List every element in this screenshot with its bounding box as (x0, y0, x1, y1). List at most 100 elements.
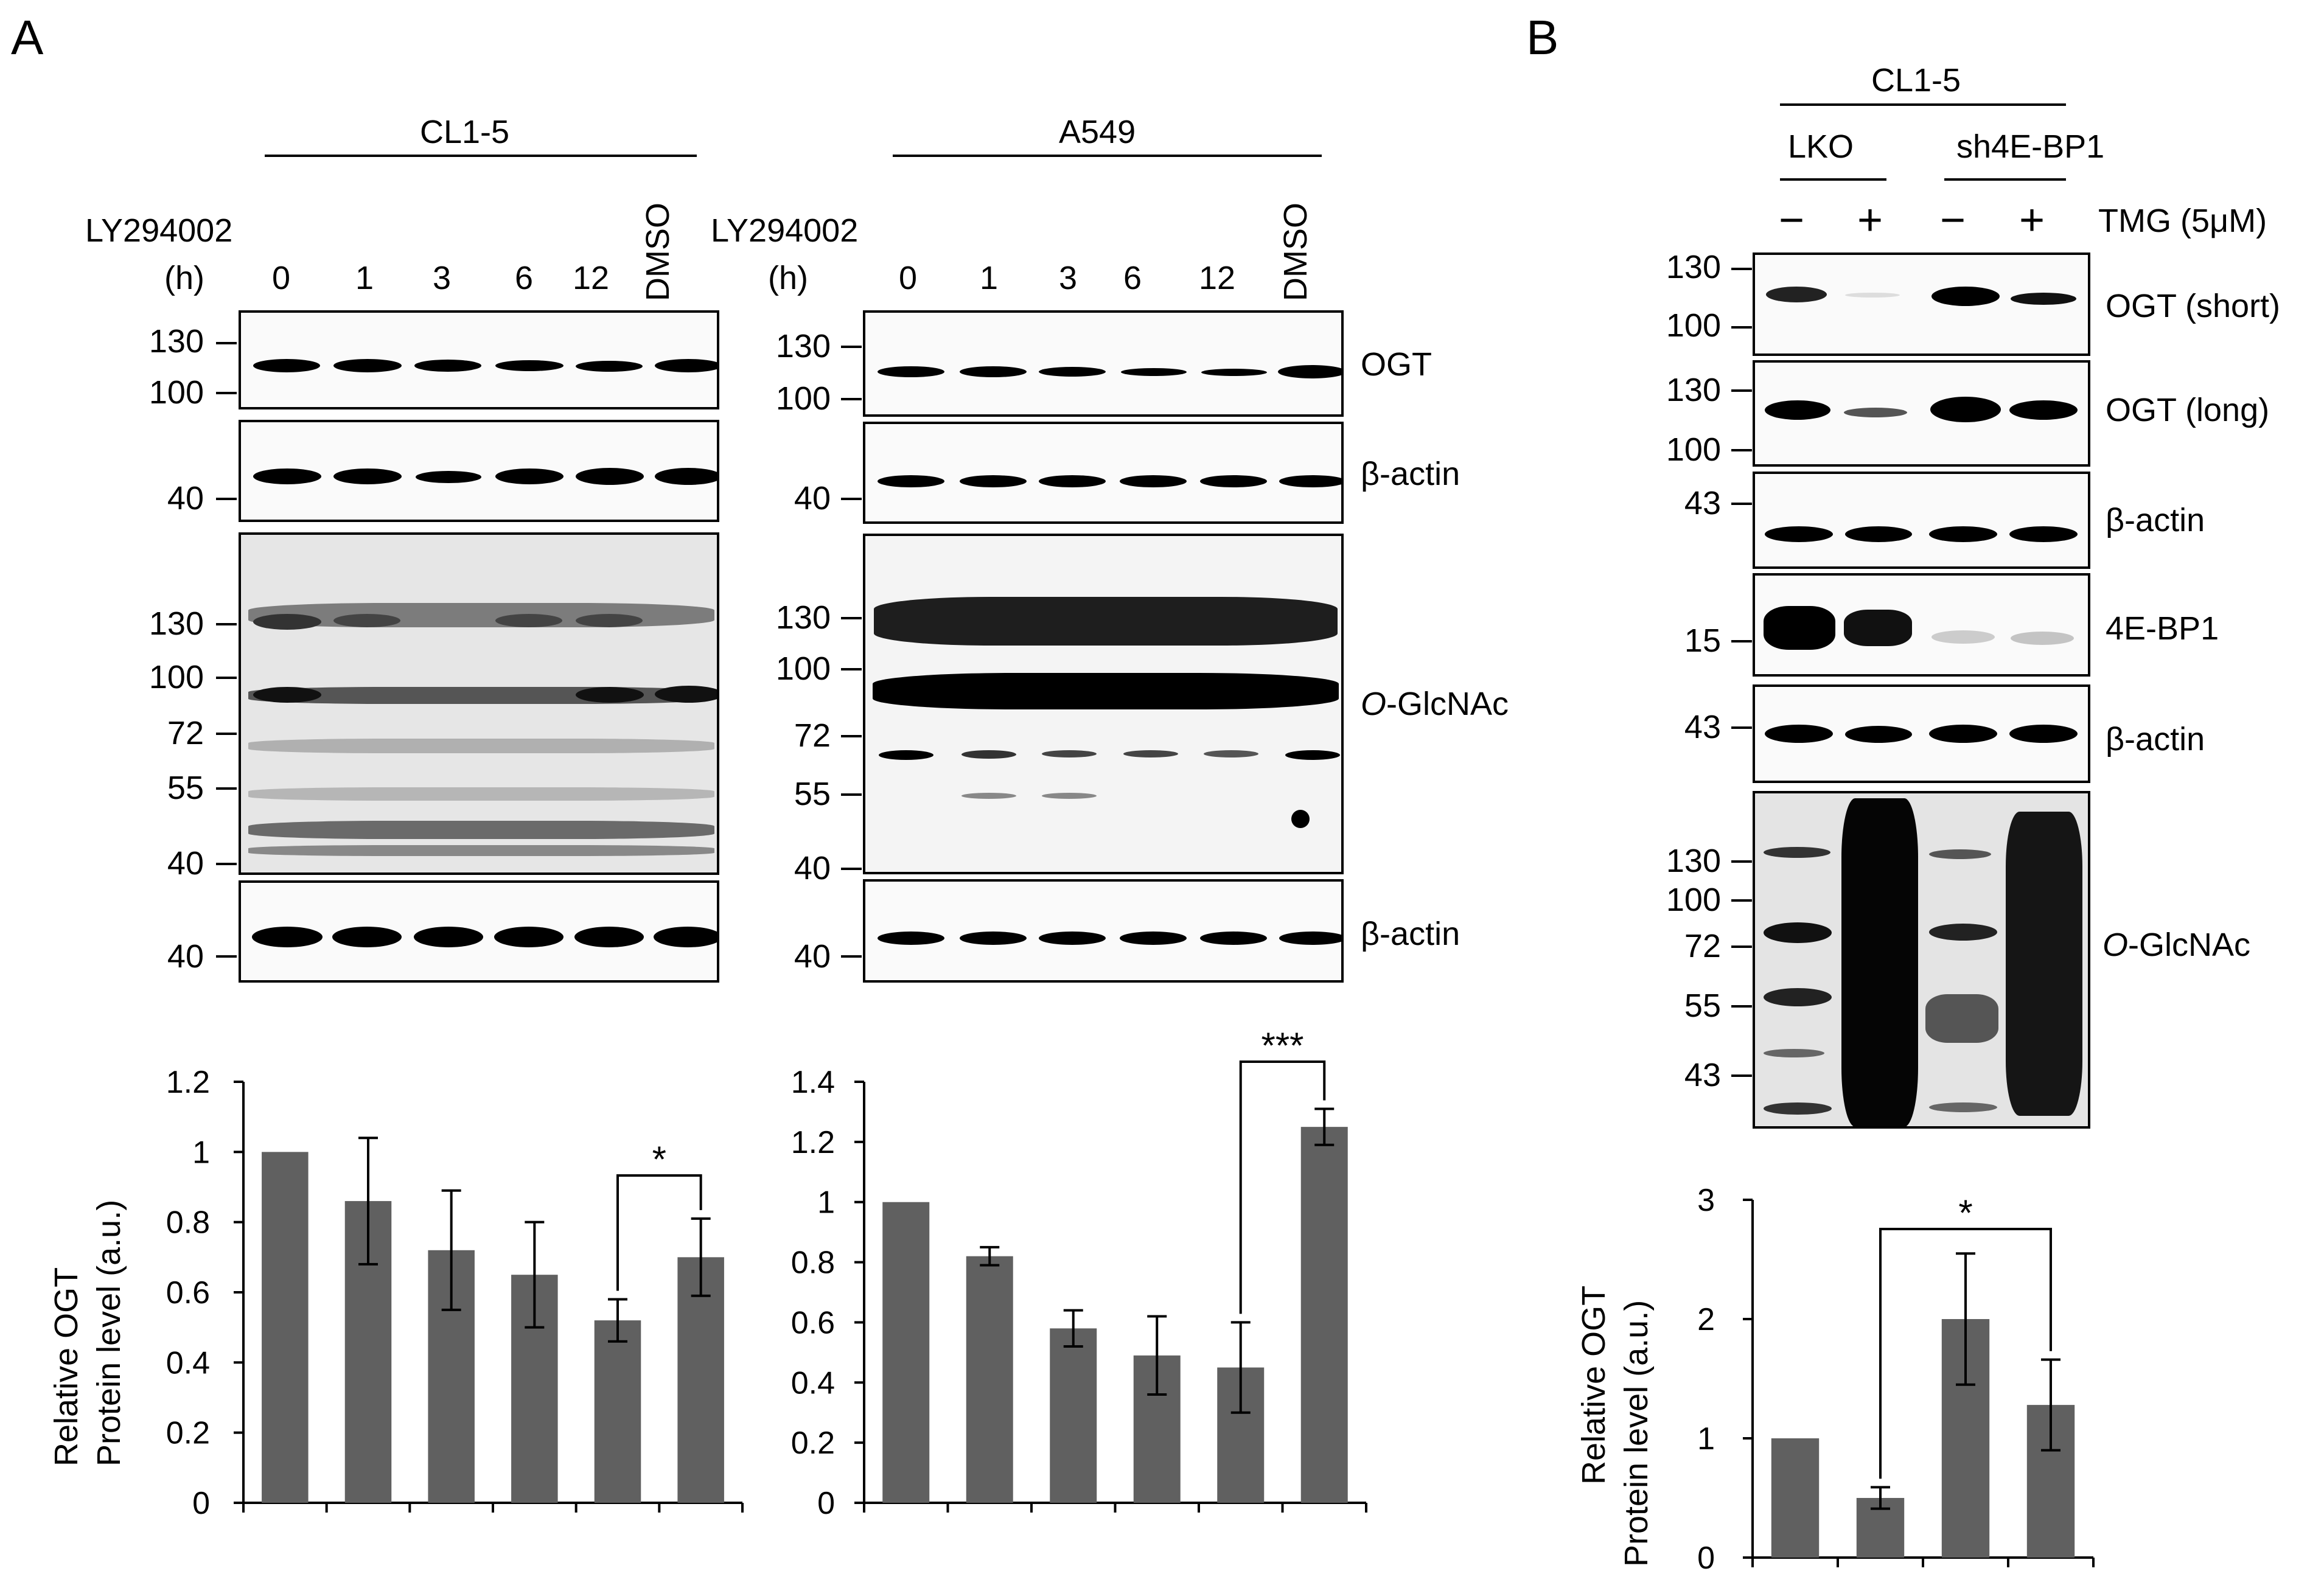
time-unit-label: (h) (164, 260, 204, 296)
mw-marker: 55 (1684, 987, 1721, 1024)
mw-marker: 40 (167, 480, 204, 517)
row-label-ogt-long: OGT (long) (2106, 392, 2270, 428)
blot-o-glcnac (863, 534, 1344, 874)
y-tick-label: 3 (1697, 1183, 1715, 1218)
mw-tick (841, 735, 862, 737)
treatment-label: LY294002 (711, 212, 859, 249)
lane-label: 12 (1199, 260, 1236, 296)
lane-label: 3 (1059, 260, 1078, 296)
significance-label: * (1958, 1193, 1972, 1233)
sign-plus: + (2019, 196, 2045, 245)
bar (1300, 1127, 1348, 1503)
y-tick-label: 0.8 (166, 1205, 210, 1241)
row-label-actin-2: β-actin (1361, 916, 1460, 952)
mw-tick (1731, 503, 1752, 505)
group-bar-lko (1780, 178, 1886, 181)
row-label-o-glcnac: O-GlcNAc (2102, 928, 2250, 961)
mw-tick (1731, 389, 1752, 392)
row-label-4e-bp1: 4E-BP1 (2106, 610, 2219, 647)
blot-o-glcnac (239, 532, 719, 875)
cell-line-label: A549 (1059, 114, 1136, 150)
y-tick-label: 0.2 (791, 1426, 835, 1461)
significance-label: * (652, 1139, 666, 1180)
row-label-actin-2: β-actin (2106, 721, 2205, 757)
cell-line-label: CL1-5 (420, 114, 510, 150)
mw-marker: 130 (148, 605, 204, 642)
blot-actin-2 (239, 880, 719, 983)
y-tick-label: 1 (192, 1135, 210, 1170)
mw-tick (216, 787, 237, 790)
lane-label: 6 (1123, 260, 1142, 296)
blot-actin-2 (863, 879, 1344, 983)
mw-marker: 43 (1684, 709, 1721, 745)
sign-plus: + (1857, 196, 1883, 245)
blot-actin (863, 422, 1344, 524)
o-glcnac-italic: O (2102, 927, 2129, 963)
mw-marker: 130 (148, 323, 204, 360)
y-tick-label: 0.6 (166, 1275, 210, 1311)
cell-line-bar (265, 155, 697, 157)
sign-minus: − (1940, 196, 1966, 245)
mw-tick (216, 498, 237, 500)
blot-o-glcnac (1753, 791, 2090, 1129)
y-tick-label: 1 (1697, 1421, 1715, 1457)
mw-tick (1731, 640, 1752, 642)
blot-actin-2 (1753, 684, 2090, 783)
mw-marker: 40 (794, 480, 831, 517)
blot-ogt (239, 310, 719, 409)
y-tick-label: 1.2 (791, 1125, 835, 1160)
bar (677, 1257, 724, 1503)
mw-marker: 130 (775, 599, 831, 636)
mw-tick (841, 346, 862, 348)
mw-tick (841, 868, 862, 870)
lane-label: 3 (433, 260, 452, 296)
y-tick-label: 1.4 (791, 1065, 835, 1100)
bar (1050, 1328, 1097, 1503)
mw-marker: 100 (148, 374, 204, 411)
mw-tick (841, 498, 862, 500)
mw-tick (216, 392, 237, 394)
mw-tick (1731, 268, 1752, 270)
row-label-actin: β-actin (2106, 502, 2205, 538)
mw-marker: 72 (794, 717, 831, 754)
group-label-sh4e-bp1: sh4E-BP1 (1956, 128, 2105, 165)
y-tick-label: 1 (817, 1185, 835, 1221)
panel-label-b: B (1526, 10, 1559, 64)
row-label-ogt-short: OGT (short) (2106, 288, 2281, 324)
o-glcnac-rest: -GlcNAc (1386, 686, 1509, 722)
y-tick-label: 0 (1697, 1541, 1715, 1574)
y-tick-label: 1.2 (166, 1065, 210, 1100)
mw-marker: 130 (1666, 249, 1721, 285)
o-glcnac-italic: O (1361, 686, 1387, 722)
y-tick-label: 0.8 (791, 1245, 835, 1281)
cell-line-bar (893, 155, 1322, 157)
sign-minus: − (1779, 196, 1805, 245)
tmg-label: TMG (5μM) (2098, 203, 2267, 239)
bar (966, 1256, 1013, 1503)
y-tick-label: 0.4 (791, 1365, 835, 1401)
mw-marker: 72 (1684, 928, 1721, 964)
mw-marker: 55 (167, 770, 204, 806)
mw-marker: 43 (1684, 1057, 1721, 1093)
mw-marker: 100 (775, 380, 831, 417)
lane-label: 1 (980, 260, 999, 296)
mw-marker: 100 (148, 659, 204, 695)
blot-4e-bp1 (1753, 573, 2090, 677)
mw-marker: 100 (775, 650, 831, 687)
y-tick-label: 0 (817, 1486, 835, 1521)
cell-line-label: CL1-5 (1871, 62, 1961, 99)
mw-tick (841, 793, 862, 796)
mw-marker: 130 (1666, 843, 1721, 879)
mw-tick (1731, 945, 1752, 948)
mw-tick (1731, 899, 1752, 902)
mw-tick (1731, 449, 1752, 451)
mw-marker: 130 (1666, 372, 1721, 408)
group-bar-sh4e-bp1 (1944, 178, 2066, 181)
cell-line-bar (1780, 103, 2066, 106)
significance-bracket (616, 1174, 702, 1291)
mw-tick (841, 955, 862, 958)
lane-label: 12 (573, 260, 610, 296)
blot-actin (239, 420, 719, 522)
mw-marker: 130 (775, 328, 831, 364)
